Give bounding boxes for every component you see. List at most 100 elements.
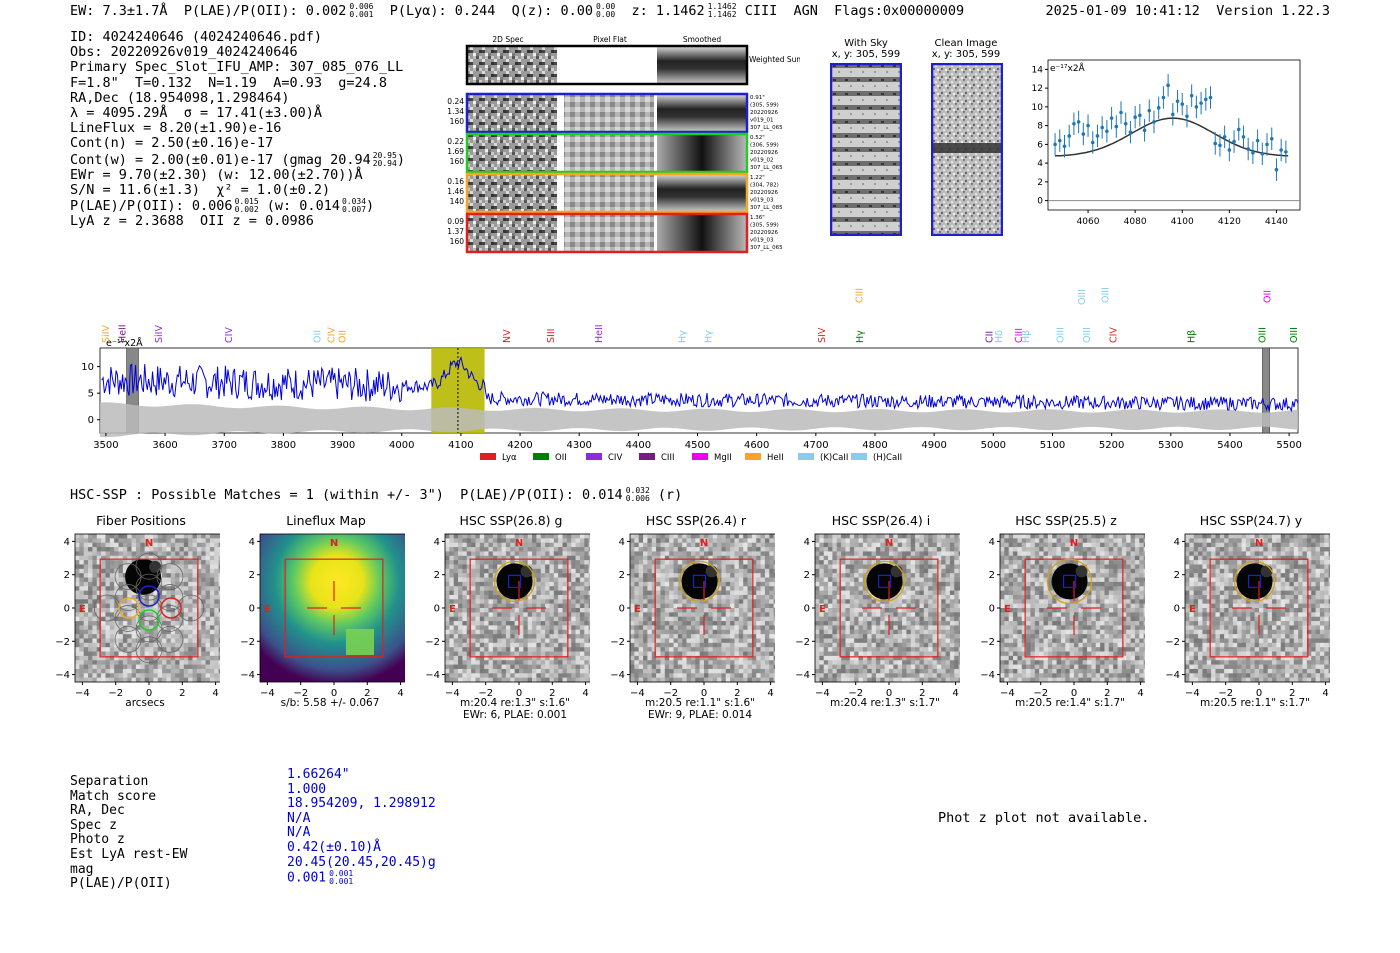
zoom-data-point bbox=[1194, 105, 1199, 109]
hsc-panel-image-4: N E 4 2 0 −2 −4 −4 −2 0 2 4 bbox=[610, 533, 775, 699]
spec-line-label: OII bbox=[1262, 290, 1273, 303]
zoom-data-point bbox=[1109, 116, 1114, 120]
zoom-ytick-label: 2 bbox=[1037, 178, 1043, 188]
panel-ytick-label: 2 bbox=[249, 570, 255, 581]
hsc-caption-line1: m:20.4 re:1.3" s:1.7" bbox=[830, 697, 940, 709]
panel-xtick-label: −4 bbox=[630, 688, 645, 699]
cutout-header-pixelflat: Pixel Flat bbox=[593, 35, 627, 44]
cutout-right-value: (305, 599) bbox=[750, 223, 779, 229]
legend-swatch bbox=[639, 453, 655, 460]
panel-ytick-label: 0 bbox=[804, 604, 810, 615]
legend-label: Lyα bbox=[502, 453, 517, 463]
spec-ytick-label: 10 bbox=[81, 362, 94, 373]
spec-xtick-label: 4300 bbox=[566, 440, 591, 451]
compass-east: E bbox=[449, 604, 456, 615]
hsc-panel-title: HSC SSP(26.8) g bbox=[459, 513, 563, 528]
compass-east: E bbox=[819, 604, 826, 615]
match-key: Est LyA rest-EW bbox=[70, 846, 188, 862]
match-value: 1.66264" bbox=[287, 767, 350, 782]
zoom-data-point bbox=[1208, 95, 1213, 100]
fiber-green bbox=[138, 609, 160, 631]
match-square bbox=[1247, 574, 1262, 588]
zoom-data-point bbox=[1175, 99, 1180, 104]
zoom-ytick-label: 4 bbox=[1037, 159, 1043, 169]
source-galaxy-knot bbox=[1075, 565, 1088, 578]
cutout-right-value: 20220926 bbox=[750, 230, 778, 236]
aperture-box bbox=[654, 558, 754, 658]
zoom-data-point bbox=[1147, 108, 1152, 113]
zoom-data-point bbox=[1218, 143, 1222, 148]
panel-xtick-label: 4 bbox=[1137, 688, 1143, 699]
panel-ytick-label: 0 bbox=[249, 604, 255, 615]
hsc-panel-image-7: N E 4 2 0 −2 −4 −4 −2 0 2 4 bbox=[1165, 533, 1330, 699]
match-key: Match score bbox=[70, 788, 157, 804]
zoom-data-point bbox=[1142, 128, 1147, 133]
spec-line-label: SiIV bbox=[154, 325, 165, 343]
cutout-smoothed bbox=[657, 174, 747, 212]
hsc-summary-band: (r) bbox=[657, 487, 683, 503]
zoom-data-point bbox=[1076, 120, 1081, 124]
cutout-right-value: 20220926 bbox=[750, 150, 778, 156]
hsc-panel-caption: m:20.5 re:1.1" s:1.6" EWr: 9, PLAE: 0.014 bbox=[615, 697, 785, 721]
hsc-panel-caption: m:20.4 re:1.3" s:1.6" EWr: 6, PLAE: 0.001 bbox=[430, 697, 600, 721]
zoom-data-point bbox=[1232, 139, 1236, 144]
info-plae-sub: 0.002 bbox=[234, 205, 259, 215]
zoom-ytick-label: 10 bbox=[1032, 103, 1044, 113]
match-table: Separation 1.66264" Match score 1.000 RA, De… bbox=[70, 767, 436, 892]
zoom-data-point bbox=[1119, 110, 1123, 115]
cutout-right-value: 20220926 bbox=[750, 110, 778, 116]
header-type: AGN bbox=[793, 3, 818, 19]
header-plae: P(LAE)/P(OII): 0.002 bbox=[183, 3, 347, 19]
panel-ytick-label: −2 bbox=[240, 637, 255, 648]
match-key: Spec z bbox=[70, 817, 117, 833]
match-value: 0.001 bbox=[287, 870, 327, 886]
compass-east: E bbox=[634, 604, 641, 615]
zoom-data-point bbox=[1189, 93, 1194, 98]
panel-ytick-label: 4 bbox=[989, 537, 995, 548]
zoom-ytick-label: 0 bbox=[1037, 197, 1043, 207]
zoom-data-point bbox=[1053, 142, 1057, 147]
info-contn: Cont(n) = 2.50(±0.16)e-17 bbox=[70, 135, 274, 152]
cutout-right-value: (304, 782) bbox=[750, 183, 779, 189]
spec-line-label: SIII bbox=[546, 329, 557, 343]
panel-ytick-label: −4 bbox=[55, 670, 70, 681]
zoom-xtick-label: 4080 bbox=[1124, 217, 1147, 227]
spec-line-label: CII bbox=[984, 331, 995, 343]
cutout-right-value: v019_01 bbox=[750, 118, 774, 124]
panel-xtick-label: 2 bbox=[549, 688, 555, 699]
aperture-box bbox=[469, 558, 569, 658]
legend-swatch bbox=[851, 453, 867, 460]
spec-xtick-label: 5100 bbox=[1040, 440, 1065, 451]
zoom-data-point bbox=[1171, 112, 1175, 117]
cutout-smoothed bbox=[657, 214, 747, 252]
panel-ytick-label: −2 bbox=[980, 637, 995, 648]
cutout-right-value: 0.91" bbox=[750, 95, 765, 101]
zoom-data-point bbox=[1260, 151, 1265, 156]
hsc-panel-title: HSC SSP(26.4) r bbox=[645, 513, 747, 528]
panel-ytick-label: 0 bbox=[64, 604, 70, 615]
info-obs: Obs: 20220926v019_4024240646 bbox=[70, 44, 298, 61]
fiber-circle bbox=[135, 636, 163, 664]
cutout-left-value: 0.09 bbox=[447, 217, 464, 226]
cutout-left-value: 160 bbox=[450, 157, 465, 166]
zoom-data-point bbox=[1166, 83, 1170, 88]
match-ellipse bbox=[863, 560, 906, 603]
panel-ytick-label: 0 bbox=[989, 604, 995, 615]
panel-xtick-label: 2 bbox=[1104, 688, 1110, 699]
match-row: Photo z N/A bbox=[70, 826, 436, 848]
zoom-xtick-label: 4100 bbox=[1171, 217, 1194, 227]
zoom-data-point bbox=[1133, 115, 1137, 119]
hsc-panel-title: HSC SSP(26.4) i bbox=[831, 513, 931, 528]
spec-line-label: CIV bbox=[327, 327, 338, 343]
compass-north: N bbox=[515, 538, 523, 549]
match-ellipse bbox=[678, 560, 721, 603]
panel-ytick-label: 2 bbox=[619, 570, 625, 581]
source-galaxy-knot bbox=[890, 565, 903, 578]
cutout-left-value: 0.24 bbox=[447, 97, 464, 106]
zoom-line-fit-chart: 0 2 4 6 8 10 12 14 4060 4080 4100 4120 4140 e⁻¹⁷x2Å bbox=[1032, 59, 1301, 227]
spec-xtick-label: 5300 bbox=[1158, 440, 1183, 451]
hsc-panel-caption: m:20.4 re:1.3" s:1.7" bbox=[800, 697, 970, 709]
hsc-panel-image-5: N E 4 2 0 −2 −4 −4 −2 0 2 4 bbox=[795, 533, 960, 699]
zoom-xtick-label: 4140 bbox=[1265, 217, 1288, 227]
